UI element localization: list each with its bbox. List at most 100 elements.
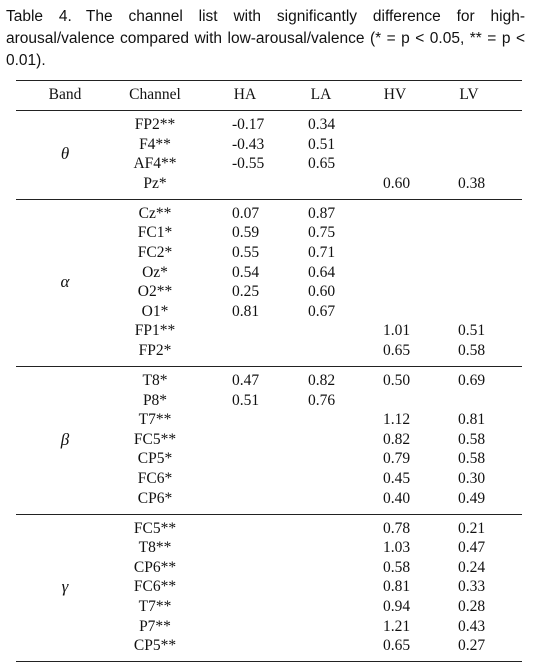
value-cell: 0.54: [232, 263, 260, 281]
value-cell: 0.82: [383, 430, 411, 448]
value-cell: 0.65: [383, 342, 411, 359]
value-cell: 1.12: [383, 411, 411, 429]
channel: CP5**: [133, 637, 177, 655]
channel: CP6**: [133, 558, 177, 576]
value-cell: 0.28: [458, 598, 486, 615]
channel: FP1**: [134, 322, 176, 340]
value-cell: 1.21: [383, 617, 411, 635]
value-cell: 0.07: [232, 204, 260, 222]
value-cell: 0.78: [383, 519, 411, 537]
column-header: LA: [310, 86, 332, 103]
value-cell: 0.43: [458, 617, 486, 635]
channel: T8**: [138, 539, 172, 557]
table-rule: [16, 198, 522, 200]
value-cell: 0.65: [383, 637, 411, 655]
value-cell: 0.47: [458, 539, 486, 557]
value-cell: 0.75: [308, 224, 336, 242]
value-cell: 0.60: [308, 283, 336, 301]
value-cell: 0.24: [458, 558, 486, 576]
band-label: θ: [60, 144, 70, 164]
channel: Pz*: [143, 174, 167, 192]
value-cell: 0.58: [458, 342, 486, 359]
value-cell: 0.58: [383, 558, 411, 576]
value-cell: 0.38: [458, 174, 486, 192]
channel: CP5*: [137, 450, 173, 468]
value-cell: 0.27: [458, 637, 486, 655]
column-header: HV: [383, 86, 407, 103]
value-cell: 1.01: [383, 322, 411, 340]
column-header: LV: [459, 86, 479, 103]
value-cell: 0.59: [232, 224, 260, 242]
caption-label: Table 4.: [6, 8, 72, 25]
table-rule: [16, 110, 522, 111]
value-cell: 0.69: [458, 372, 486, 389]
value-cell: 0.58: [458, 430, 486, 448]
table-rule: [16, 366, 522, 367]
channel: P7**: [139, 617, 171, 635]
channel: FP2**: [134, 116, 176, 133]
column-header: HA: [233, 86, 257, 103]
value-cell: 0.33: [458, 578, 486, 596]
value-cell: 0.49: [458, 489, 486, 507]
value-cell: 0.51: [232, 391, 260, 409]
value-cell: 0.51: [308, 135, 336, 153]
channel: Oz*: [142, 263, 168, 281]
value-cell: 0.94: [383, 598, 411, 615]
table-rule: [16, 80, 522, 81]
value-cell: 0.21: [458, 519, 486, 537]
value-cell: 0.58: [458, 450, 486, 468]
value-cell: -0.43: [232, 135, 265, 153]
value-cell: 0.50: [383, 372, 411, 389]
channel: T8*: [142, 372, 168, 389]
value-cell: 0.60: [383, 174, 411, 192]
caption: Table 4. The channel list with significan…: [6, 6, 525, 72]
value-cell: 0.81: [458, 411, 486, 429]
channel: O1*: [141, 302, 169, 320]
value-cell: 0.79: [383, 450, 411, 468]
value-cell: -0.17: [232, 116, 265, 133]
value-cell: 0.76: [308, 391, 336, 409]
channel: T7**: [138, 598, 172, 615]
channel: AF4**: [133, 155, 177, 173]
value-cell: 0.40: [383, 489, 411, 507]
value-cell: 0.67: [308, 302, 336, 320]
value-cell: 0.87: [308, 204, 336, 222]
table-rule: [16, 661, 522, 663]
value-cell: -0.55: [232, 155, 265, 173]
channel: FC5**: [133, 430, 177, 448]
band-label: β: [60, 429, 70, 449]
value-cell: 0.30: [458, 470, 486, 487]
value-cell: 0.65: [308, 155, 336, 173]
value-cell: 0.82: [308, 372, 336, 389]
value-cell: 0.71: [308, 244, 336, 261]
channel: Cz**: [138, 204, 172, 222]
channel: T7**: [138, 411, 172, 429]
channel: FC6**: [133, 578, 177, 596]
channel: FC1*: [137, 224, 173, 242]
column-header: Band: [48, 86, 82, 103]
value-cell: 0.81: [232, 302, 260, 320]
value-cell: 0.25: [232, 283, 260, 301]
channel: O2**: [137, 283, 173, 301]
channel: FP2*: [138, 342, 172, 359]
band-label: γ: [61, 577, 69, 597]
caption-text: The channel list with significantly diff…: [6, 8, 526, 69]
value-cell: 0.81: [383, 578, 411, 596]
channel: FC2*: [137, 244, 173, 261]
channel: FC6*: [137, 470, 173, 487]
channel: CP6*: [137, 489, 173, 507]
channel: FC5**: [133, 519, 177, 537]
value-cell: 0.47: [232, 372, 260, 389]
value-cell: 0.55: [232, 244, 260, 261]
channel: P8*: [142, 391, 168, 409]
value-cell: 0.34: [308, 116, 336, 133]
column-header: Channel: [129, 86, 181, 103]
value-cell: 0.64: [308, 263, 336, 281]
value-cell: 1.03: [383, 539, 411, 557]
table-rule: [16, 513, 522, 515]
value-cell: 0.51: [458, 322, 486, 340]
band-label: α: [60, 272, 70, 292]
channel: F4**: [139, 135, 171, 153]
value-cell: 0.45: [383, 470, 411, 487]
